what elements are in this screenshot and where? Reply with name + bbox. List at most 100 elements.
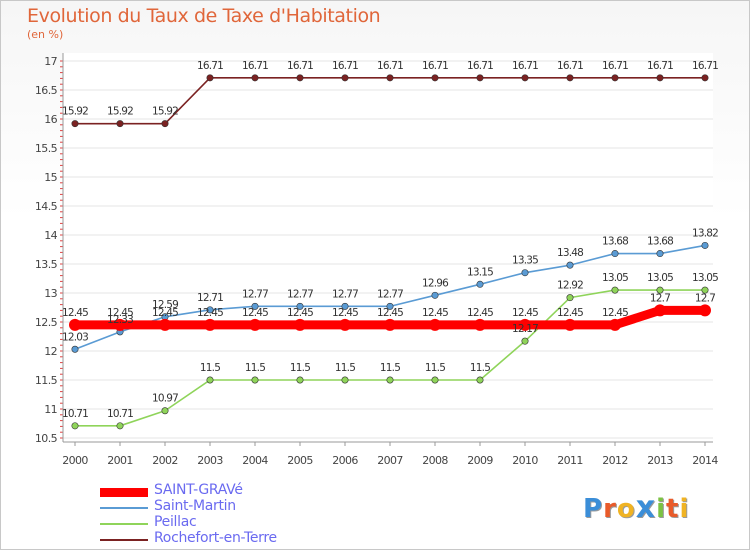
- y-tick-label: 12: [44, 345, 57, 358]
- y-tick-label: 17: [44, 55, 57, 68]
- logo-letter: x: [635, 490, 657, 525]
- data-label: 15.92: [152, 106, 178, 118]
- data-label: 16.71: [422, 60, 448, 72]
- data-label: 12.33: [107, 314, 133, 326]
- y-tick-label: 13: [44, 287, 57, 300]
- x-tick-label: 2012: [602, 454, 628, 467]
- data-label: 16.71: [242, 60, 268, 72]
- x-tick-label: 2014: [692, 454, 718, 467]
- logo-letter: o: [616, 494, 636, 524]
- data-label: 12.45: [62, 307, 88, 319]
- legend-swatch: [100, 539, 148, 541]
- data-point: [161, 120, 169, 128]
- data-point: [341, 376, 349, 384]
- data-point: [431, 376, 439, 384]
- x-tick-label: 2011: [557, 454, 583, 467]
- data-point: [656, 250, 664, 258]
- data-point: [521, 337, 529, 345]
- data-label: 12.77: [377, 288, 403, 300]
- data-point: [701, 74, 709, 82]
- y-tick-label: 16: [44, 113, 57, 126]
- data-point: [116, 422, 124, 430]
- y-tick-label: 14: [44, 229, 57, 242]
- data-label: 16.71: [692, 60, 718, 72]
- data-point: [611, 250, 619, 258]
- data-label: 12.45: [332, 307, 358, 319]
- data-point: [431, 74, 439, 82]
- data-label: 12.45: [197, 307, 223, 319]
- data-point: [251, 74, 259, 82]
- data-point: [71, 345, 79, 353]
- data-point: [566, 74, 574, 82]
- data-label: 12.45: [152, 307, 178, 319]
- data-point: [296, 302, 304, 310]
- legend-label: Saint-Martin: [154, 498, 236, 514]
- data-point: [521, 269, 529, 277]
- data-label: 13.82: [692, 227, 718, 239]
- data-label: 12.77: [332, 288, 358, 300]
- data-point: [386, 302, 394, 310]
- data-point: [206, 306, 214, 314]
- data-label: 11.5: [425, 362, 445, 374]
- data-label: 11.5: [290, 362, 310, 374]
- y-tick-label: 16.5: [35, 84, 58, 97]
- x-tick-label: 2005: [287, 454, 313, 467]
- x-tick-label: 2008: [422, 454, 448, 467]
- data-label: 13.68: [647, 236, 673, 248]
- data-point: [386, 376, 394, 384]
- data-label: 11.5: [380, 362, 400, 374]
- data-point: [341, 302, 349, 310]
- x-tick-label: 2010: [512, 454, 538, 467]
- data-point: [656, 74, 664, 82]
- data-label: 12.45: [242, 307, 268, 319]
- data-label: 12.71: [197, 292, 223, 304]
- data-point: [206, 74, 214, 82]
- data-point: [69, 318, 81, 331]
- data-point: [296, 376, 304, 384]
- data-point: [206, 376, 214, 384]
- data-point: [251, 302, 259, 310]
- data-point: [116, 120, 124, 128]
- data-point: [431, 291, 439, 299]
- data-point: [566, 294, 574, 302]
- data-point: [566, 261, 574, 269]
- data-point: [251, 376, 259, 384]
- data-label: 16.71: [332, 60, 358, 72]
- x-tick-label: 2002: [152, 454, 178, 467]
- data-label: 12.45: [422, 307, 448, 319]
- data-label: 12.7: [695, 292, 715, 304]
- data-point: [384, 318, 396, 331]
- data-label: 11.5: [470, 362, 490, 374]
- chart-title: Evolution du Taux de Taxe d'Habitation: [27, 5, 381, 27]
- y-tick-label: 11: [44, 403, 57, 416]
- logo-letter: P: [583, 494, 604, 524]
- data-point: [294, 318, 306, 331]
- legend-label: Rochefort-en-Terre: [154, 530, 277, 546]
- logo-letter: i: [679, 494, 690, 524]
- data-label: 12.77: [242, 288, 268, 300]
- data-label: 12.45: [512, 307, 538, 319]
- x-tick-label: 2009: [467, 454, 493, 467]
- logo-letter: t: [666, 494, 680, 524]
- data-label: 16.71: [557, 60, 583, 72]
- data-label: 13.05: [647, 272, 673, 284]
- data-point: [71, 422, 79, 430]
- data-point: [296, 74, 304, 82]
- legend-swatch: [100, 507, 148, 509]
- data-label: 16.71: [512, 60, 538, 72]
- data-label: 12.92: [557, 280, 583, 292]
- data-label: 12.45: [107, 307, 133, 319]
- y-tick-label: 10.5: [35, 432, 58, 445]
- data-point: [656, 286, 664, 294]
- data-point: [699, 304, 711, 317]
- legend-swatch: [100, 523, 148, 525]
- data-label: 16.71: [647, 60, 673, 72]
- data-label: 15.92: [62, 106, 88, 118]
- y-tick-label: 14.5: [35, 200, 58, 213]
- data-point: [701, 241, 709, 249]
- x-tick-label: 2004: [242, 454, 268, 467]
- y-tick-label: 15: [44, 171, 57, 184]
- legend-swatch: [100, 487, 148, 497]
- data-point: [429, 318, 441, 331]
